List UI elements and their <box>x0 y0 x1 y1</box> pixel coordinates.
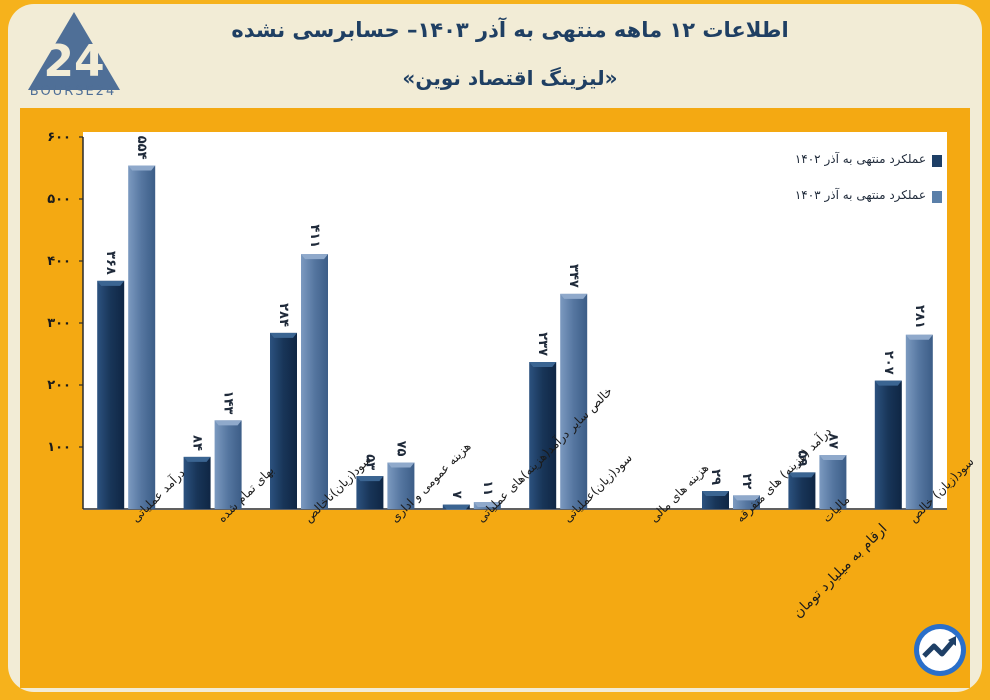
bar-1402 <box>97 280 125 509</box>
data-label: ۲۰۷ <box>881 351 896 375</box>
page-title: اطلاعات ۱۲ ماهه منتهی به آذر ۱۴۰۳– حسابر… <box>231 18 789 42</box>
bar-cap <box>128 165 156 171</box>
data-label: ۲۹ <box>708 469 723 485</box>
chart-legend: عملکرد منتهی به آذر ۱۴۰۲ عملکرد منتهی به… <box>752 152 942 224</box>
svg-text:24: 24 <box>43 36 104 87</box>
data-label: ۷ <box>449 491 464 499</box>
bar-cap <box>301 254 328 260</box>
bar-cap <box>788 472 816 478</box>
data-label: ۸۷ <box>825 433 840 449</box>
bar-cap <box>442 504 470 510</box>
data-label: ۷۵ <box>393 441 408 457</box>
bar-1402 <box>183 456 211 509</box>
data-label: ۱۱ <box>480 480 495 496</box>
data-label: ۸۴ <box>190 435 205 451</box>
legend-item-1402: عملکرد منتهی به آذر ۱۴۰۲ <box>752 152 942 172</box>
bar-1402 <box>874 380 902 509</box>
data-label: ۵۳ <box>362 454 377 470</box>
legend-label-1402: عملکرد منتهی به آذر ۱۴۰۲ <box>794 152 926 166</box>
bar-cap <box>819 455 847 461</box>
legend-swatch-1403 <box>932 191 942 203</box>
y-tick-label: ۶۰۰ <box>47 130 71 145</box>
bar-cap <box>560 293 588 299</box>
bar-cap <box>874 380 902 386</box>
bourse24-logo: 24 <box>28 12 120 90</box>
y-tick-label: ۲۰۰ <box>47 378 71 393</box>
bar-cap <box>356 476 384 482</box>
trend-badge-icon <box>914 624 966 676</box>
data-label: ۳۴۷ <box>566 264 581 288</box>
bar-1403 <box>214 420 242 509</box>
legend-item-1403: عملکرد منتهی به آذر ۱۴۰۳ <box>752 188 942 208</box>
data-label: ۲۳۷ <box>535 332 550 356</box>
bar-1402 <box>529 362 557 509</box>
data-label: ۲۸۱ <box>912 305 927 329</box>
data-label: ۵۵۴ <box>134 136 149 160</box>
page-subtitle: «لیزینگ اقتصاد نوین» <box>402 66 618 90</box>
data-label: ۲۲ <box>739 473 754 489</box>
bar-1402 <box>270 332 297 509</box>
bar-1403 <box>301 254 328 509</box>
y-tick-label: ۳۰۰ <box>47 316 71 331</box>
y-tick-label: ۱۰۰ <box>47 440 71 455</box>
bar-cap <box>270 332 297 338</box>
bar-1402 <box>356 476 384 509</box>
bar-1402 <box>788 472 816 509</box>
bar-cap <box>905 334 933 340</box>
bar-cap <box>702 491 729 497</box>
logo-text: BOURSE24 <box>29 84 117 99</box>
legend-swatch-1402 <box>932 155 942 167</box>
y-tick-label: ۵۰۰ <box>47 192 71 207</box>
data-label: ۳۶۸ <box>103 251 118 275</box>
bar-1403 <box>905 334 933 509</box>
bar-cap <box>473 502 501 508</box>
bar-cap <box>733 495 760 501</box>
data-label: ۵۹ <box>794 451 809 467</box>
bar-1403 <box>819 455 847 509</box>
bar-cap <box>97 280 125 286</box>
bar-cap <box>387 462 415 468</box>
data-label: ۴۱۱ <box>307 224 322 248</box>
bar-cap <box>214 420 242 426</box>
bar-1403 <box>128 165 156 509</box>
bar-cap <box>183 456 211 462</box>
y-tick-label: ۴۰۰ <box>47 254 71 269</box>
data-label: ۲۸۴ <box>276 303 291 327</box>
bar-1403 <box>387 462 415 509</box>
bar-1403 <box>560 293 588 509</box>
bar-cap <box>529 362 557 368</box>
data-label: ۱۴۳ <box>221 391 236 415</box>
legend-label-1403: عملکرد منتهی به آذر ۱۴۰۳ <box>794 188 926 202</box>
